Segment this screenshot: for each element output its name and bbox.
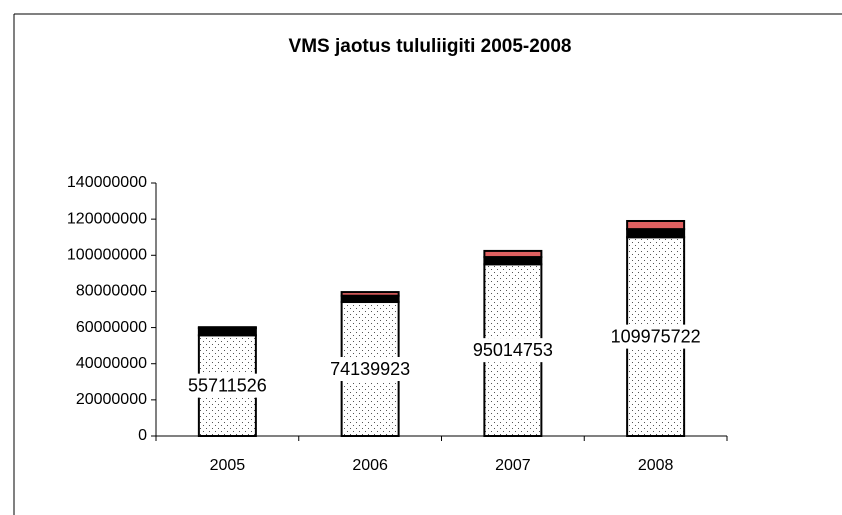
data-label-bg bbox=[603, 324, 708, 349]
x-tick-label: 2007 bbox=[495, 457, 531, 474]
y-tick-label: 0 bbox=[138, 427, 147, 444]
bar-segment bbox=[197, 327, 257, 337]
y-tick-label: 80000000 bbox=[76, 283, 147, 300]
data-label: 55711526 bbox=[188, 375, 267, 395]
x-tick-label: 2005 bbox=[210, 457, 246, 474]
bar-segment bbox=[340, 291, 400, 297]
data-label-bg bbox=[460, 338, 565, 363]
data-label: 95014753 bbox=[473, 340, 553, 360]
data-label-bg bbox=[175, 373, 280, 398]
bar-segment bbox=[626, 219, 686, 231]
data-label: 109975722 bbox=[611, 326, 701, 346]
bar-segment bbox=[626, 228, 686, 239]
y-tick-label: 140000000 bbox=[67, 174, 147, 191]
x-tick-label: 2006 bbox=[352, 457, 388, 474]
bar-segment bbox=[483, 256, 543, 266]
data-label-bg bbox=[318, 357, 423, 382]
chart-title: VMS jaotus tululiigiti 2005-2008 bbox=[289, 36, 572, 57]
x-tick-label: 2008 bbox=[638, 457, 674, 474]
y-tick-label: 20000000 bbox=[76, 391, 147, 408]
y-tick-label: 40000000 bbox=[76, 355, 147, 372]
y-tick-label: 60000000 bbox=[76, 319, 147, 336]
y-tick-label: 120000000 bbox=[67, 210, 147, 227]
bar-segment bbox=[483, 249, 543, 259]
y-tick-label: 100000000 bbox=[67, 247, 147, 264]
data-label: 74139923 bbox=[330, 359, 410, 379]
bar-segment bbox=[197, 326, 257, 330]
